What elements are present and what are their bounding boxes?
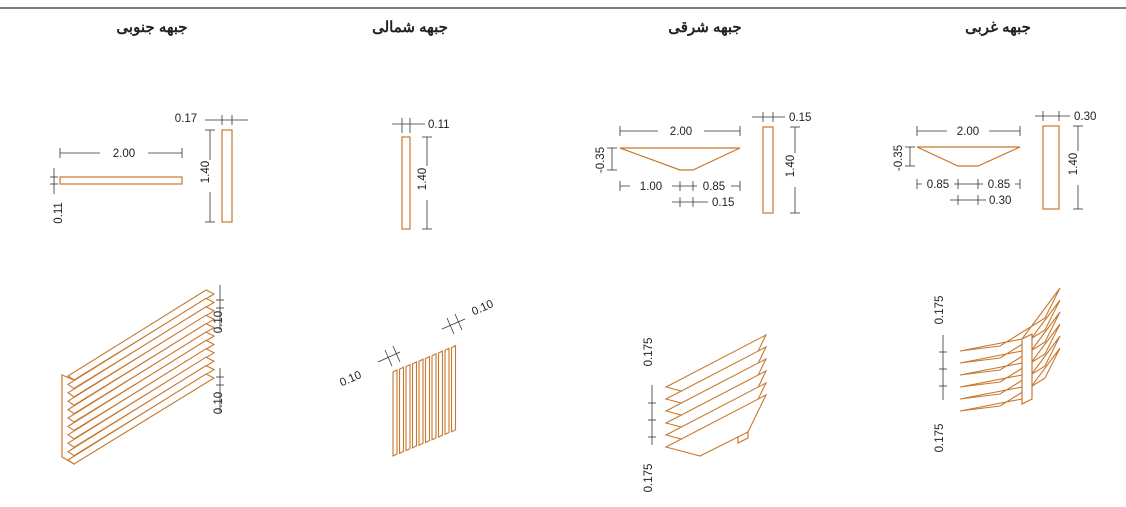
- south-horizontal-louver: [59, 176, 183, 185]
- west-height-label: 1.40: [1068, 153, 1080, 175]
- east-fins-3d: 0.175 0.175: [643, 333, 768, 493]
- west-fins-3d: 0.175 0.175: [934, 287, 1061, 453]
- west-part-c-label: 0.30: [989, 195, 1011, 207]
- west-fin-plan: [916, 146, 1021, 167]
- north-fin-6: [424, 355, 431, 444]
- east-width-label: 2.00: [670, 126, 692, 138]
- header-south: جبهه جنوبی: [116, 19, 187, 36]
- north-fin-5: [418, 358, 424, 447]
- south-louver-4: [66, 314, 216, 406]
- west-fin-6: [959, 347, 1061, 412]
- south-louver-11: [66, 373, 216, 465]
- east-spacing-a-label: 0.175: [643, 338, 655, 367]
- west-width-label: 2.00: [957, 126, 979, 138]
- west-section-2d: 2.00 -0.35 0.85 0.85 0.30 1.40 0.30: [893, 111, 1096, 210]
- header-north: جبهه شمالی: [372, 19, 448, 36]
- south-section-2d: 2.00 0.11 1.40 0.17: [50, 110, 248, 224]
- west-fin-5: [959, 335, 1061, 400]
- north-fin-9: [444, 347, 450, 436]
- north-fin-8: [437, 350, 444, 438]
- header-west: جبهه غربی: [965, 19, 1031, 36]
- west-fin-4: [959, 323, 1061, 388]
- east-spacing-b-label: 0.175: [643, 464, 655, 493]
- west-thickness-label: 0.30: [1074, 111, 1096, 123]
- east-depth-label: -0.35: [595, 147, 607, 173]
- north-fin-4: [411, 361, 418, 449]
- north-fin-2: [398, 366, 405, 455]
- south-louver-1: [66, 289, 216, 381]
- north-thickness-label: 0.11: [428, 119, 450, 131]
- south-spacing-b-label: 0.10: [213, 392, 225, 414]
- north-fin-7: [431, 352, 437, 441]
- south-height-label: 1.40: [200, 161, 212, 183]
- west-spacing-b-label: 0.175: [934, 424, 946, 453]
- north-fins-3d: 0.10 0.10: [338, 298, 495, 457]
- south-louver-side: [221, 129, 233, 223]
- west-fin-side: [1042, 125, 1060, 210]
- south-louver-5: [66, 322, 216, 415]
- south-thickness-a-label: 0.17: [175, 113, 197, 125]
- north-spacing-a-label: 0.10: [338, 369, 363, 389]
- west-fin-2: [959, 299, 1061, 364]
- east-section-2d: 2.00 -0.35 1.00 0.85 0.15 1.40 0.15: [595, 112, 811, 214]
- header-east: جبهه شرقی: [668, 19, 741, 36]
- south-louver-6: [66, 331, 216, 423]
- south-louver-8: [66, 348, 216, 440]
- north-fin-1: [392, 369, 398, 457]
- north-section-2d: 0.11 1.40: [392, 118, 450, 230]
- south-thickness-b-label: 0.11: [53, 202, 65, 224]
- north-height-label: 1.40: [417, 168, 429, 190]
- east-fin-side: [762, 126, 774, 214]
- east-fin-6: [664, 393, 768, 457]
- east-height-label: 1.40: [785, 155, 797, 177]
- north-spacing-b-label: 0.10: [470, 298, 495, 318]
- north-fin-side: [401, 136, 411, 230]
- north-fin-3: [405, 363, 411, 452]
- south-louver-10: [66, 364, 216, 457]
- west-depth-label: -0.35: [893, 145, 905, 171]
- south-spacing-a-label: 0.10: [213, 311, 225, 333]
- south-louver-7: [66, 339, 216, 432]
- east-part-a-label: 1.00: [640, 181, 662, 193]
- south-louver-9: [66, 356, 216, 448]
- south-louvers-3d: 0.10 0.10: [61, 285, 225, 466]
- west-fin-1: [959, 287, 1061, 352]
- east-fin-plan: [619, 147, 741, 171]
- east-thickness-label: 0.15: [789, 112, 811, 124]
- south-louver-3: [66, 306, 216, 398]
- west-spacing-a-label: 0.175: [934, 296, 946, 325]
- east-part-b-label: 0.85: [703, 181, 725, 193]
- north-fin-10: [450, 344, 457, 433]
- south-width-label: 2.00: [113, 148, 135, 160]
- west-fin-3: [959, 311, 1061, 376]
- south-louver-2: [66, 297, 216, 390]
- west-part-b-label: 0.85: [988, 179, 1010, 191]
- east-part-c-label: 0.15: [712, 197, 734, 209]
- west-part-a-label: 0.85: [927, 179, 949, 191]
